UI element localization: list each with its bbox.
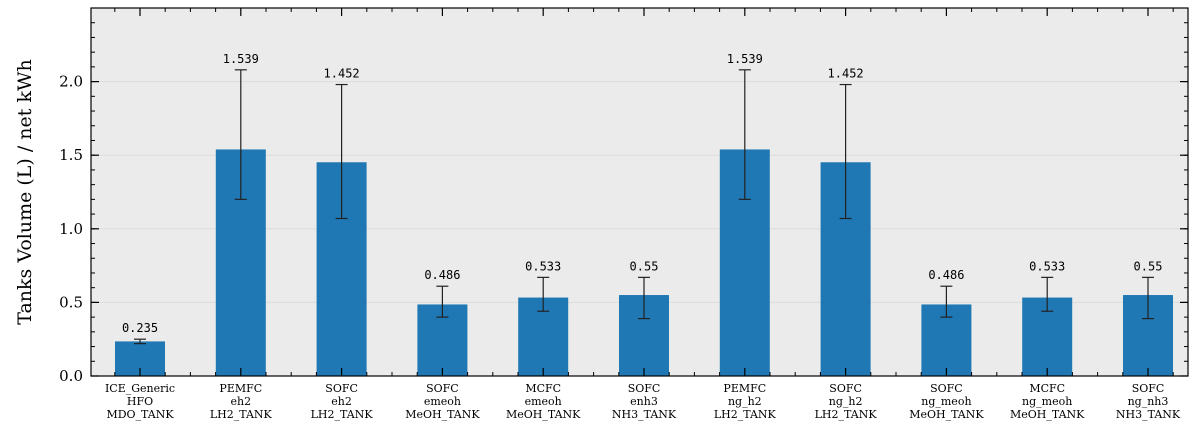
y-tick-label: 0.0 bbox=[59, 367, 83, 385]
data-label: 0.533 bbox=[1029, 259, 1065, 273]
x-tick-label: NH3_TANK bbox=[612, 408, 677, 421]
data-label: 1.452 bbox=[324, 67, 360, 81]
x-tick-label: PEMFC bbox=[723, 382, 766, 395]
x-tick-label: MeOH_TANK bbox=[405, 408, 480, 421]
x-tick-label: MeOH_TANK bbox=[909, 408, 984, 421]
plot-frame bbox=[90, 7, 1189, 377]
x-tick-label: SOFC bbox=[426, 382, 459, 395]
error-bars bbox=[134, 69, 1154, 345]
x-tick-label: LH2_TANK bbox=[815, 408, 878, 421]
x-tick-label: SOFC bbox=[628, 382, 661, 395]
data-label: 1.539 bbox=[223, 52, 259, 66]
axis-ticks bbox=[91, 7, 1188, 377]
x-tick-label: MeOH_TANK bbox=[506, 408, 581, 421]
y-tick-label: 1.0 bbox=[59, 220, 83, 238]
y-tick-label: 0.5 bbox=[59, 293, 83, 311]
x-tick-label: SOFC bbox=[930, 382, 963, 395]
y-axis-title: Tanks Volume (L) / net kWh bbox=[14, 59, 36, 324]
data-label: 1.539 bbox=[727, 52, 763, 66]
x-tick-label: SOFC bbox=[1132, 382, 1165, 395]
x-tick-label: SOFC bbox=[829, 382, 862, 395]
data-label: 0.486 bbox=[424, 268, 460, 282]
x-tick-label: emeoh bbox=[424, 395, 461, 408]
y-tick-label: 1.5 bbox=[59, 146, 83, 164]
x-tick-label: HFO bbox=[127, 395, 153, 408]
x-tick-label: MDO_TANK bbox=[106, 408, 174, 421]
x-tick-label: eh2 bbox=[231, 395, 252, 408]
data-label: 0.55 bbox=[1134, 259, 1163, 273]
x-tick-label: enh3 bbox=[630, 395, 658, 408]
x-tick-label: emeoh bbox=[525, 395, 562, 408]
x-tick-label: SOFC bbox=[325, 382, 358, 395]
x-tick-label: eh2 bbox=[331, 395, 352, 408]
data-label: 0.55 bbox=[630, 259, 659, 273]
gridlines bbox=[91, 81, 1188, 303]
x-tick-label: ng_h2 bbox=[728, 395, 762, 408]
x-tick-label: ng_h2 bbox=[829, 395, 863, 408]
x-tick-label: LH2_TANK bbox=[210, 408, 273, 421]
x-tick-labels: ICE_GenericHFOMDO_TANKPEMFCeh2LH2_TANKSO… bbox=[105, 382, 1181, 421]
x-tick-label: ICE_Generic bbox=[105, 382, 175, 395]
x-tick-label: LH2_TANK bbox=[311, 408, 374, 421]
data-label: 0.235 bbox=[122, 321, 158, 335]
x-tick-label: ng_meoh bbox=[921, 395, 971, 408]
x-tick-label: ng_nh3 bbox=[1128, 395, 1169, 408]
data-label: 0.533 bbox=[525, 259, 561, 273]
x-tick-label: PEMFC bbox=[219, 382, 262, 395]
x-tick-label: LH2_TANK bbox=[714, 408, 777, 421]
x-tick-label: NH3_TANK bbox=[1116, 408, 1181, 421]
x-tick-label: ng_meoh bbox=[1022, 395, 1072, 408]
y-tick-labels: 0.0 0.5 1.0 1.5 2.0 bbox=[59, 73, 83, 385]
x-tick-label: MCFC bbox=[525, 382, 561, 395]
data-labels: 0.235 1.539 1.452 0.486 0.533 0.55 1.539 1.452 0… bbox=[122, 52, 1163, 335]
data-label: 0.486 bbox=[928, 268, 964, 282]
x-tick-label: MCFC bbox=[1029, 382, 1065, 395]
y-tick-label: 2.0 bbox=[59, 73, 83, 91]
data-label: 1.452 bbox=[828, 67, 864, 81]
x-tick-label: MeOH_TANK bbox=[1010, 408, 1085, 421]
